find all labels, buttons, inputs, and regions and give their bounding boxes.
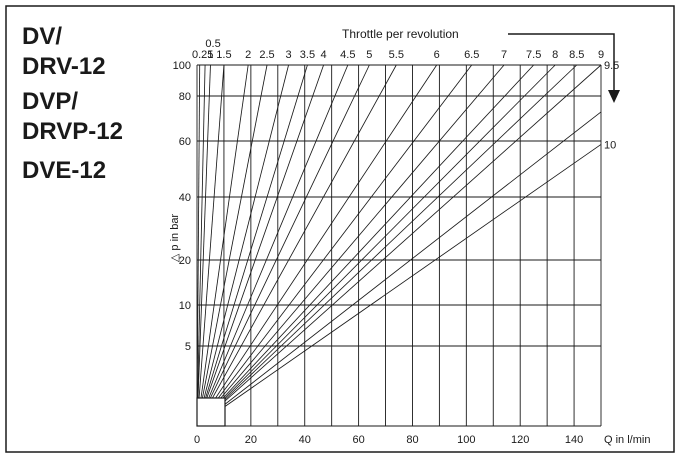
throttle-curve-3.5 xyxy=(196,64,308,427)
x-tick-label: 120 xyxy=(511,434,529,446)
model-label-dvp: DVP/ xyxy=(22,88,78,115)
curve-label: 1 xyxy=(207,49,213,61)
throttle-arrow-head xyxy=(608,90,620,103)
y-tick-label: 5 xyxy=(185,341,191,353)
model-label-drv12: DRV-12 xyxy=(22,53,106,80)
figure-frame xyxy=(5,5,675,453)
curve-label: 7.5 xyxy=(526,49,541,61)
throttle-curve-2 xyxy=(196,64,249,427)
throttle-curve-6 xyxy=(196,64,438,427)
x-tick-label: 60 xyxy=(352,434,364,446)
curve-label: 5.5 xyxy=(389,49,404,61)
x-tick-label: 40 xyxy=(299,434,311,446)
throttle-curve-10 xyxy=(196,144,602,427)
grid-lines xyxy=(196,64,602,427)
y-tick-label: 80 xyxy=(179,91,191,103)
throttle-curve-1 xyxy=(196,64,211,427)
curve-label: 1.5 xyxy=(216,49,231,61)
throttle-curve-8.5 xyxy=(196,64,578,427)
y-tick-label: 60 xyxy=(179,136,191,148)
curve-label: 8.5 xyxy=(569,49,584,61)
curve-label: 6.5 xyxy=(464,49,479,61)
throttle-curve-8 xyxy=(196,64,556,427)
y-axis-label: △ p in bar xyxy=(169,214,181,263)
x-tick-label: 20 xyxy=(245,434,257,446)
throttle-curve-6.5 xyxy=(196,64,473,427)
throttle-curve-4.5 xyxy=(196,64,349,427)
curve-label: 4.5 xyxy=(340,49,355,61)
throttle-curve-5.5 xyxy=(196,64,397,427)
x-tick-label: 0 xyxy=(194,434,200,446)
y-tick-label: 40 xyxy=(179,192,191,204)
x-tick-label: 80 xyxy=(406,434,418,446)
curve-label: 6 xyxy=(434,49,440,61)
throttle-curve-1.5 xyxy=(196,64,225,427)
model-label-drvp12: DRVP-12 xyxy=(22,118,123,145)
model-label-dv: DV/ xyxy=(22,23,62,50)
curve-label: 5 xyxy=(366,49,372,61)
origin-box xyxy=(196,397,226,427)
throttle-arrow-line xyxy=(508,33,615,92)
curve-label: 9 xyxy=(598,49,604,61)
x-tick-label: 140 xyxy=(565,434,583,446)
throttle-curve-3 xyxy=(196,64,289,427)
curve-label: 2 xyxy=(245,49,251,61)
throttle-curve-9 xyxy=(196,64,602,427)
curve-label: 0.25 xyxy=(192,49,213,61)
throttle-curve-2.5 xyxy=(196,64,268,427)
curve-label: 0.5 xyxy=(205,38,220,50)
tick-labels: 0 20 40 60 80 100 120 140510204060801000.250.51… xyxy=(173,38,620,446)
throttle-curve-5 xyxy=(196,64,370,427)
throttle-caption: Throttle per revolution xyxy=(342,27,459,41)
x-tick-label: 100 xyxy=(457,434,475,446)
throttle-curve-7 xyxy=(196,64,505,427)
curve-label: 2.5 xyxy=(259,49,274,61)
model-label-dve12: DVE-12 xyxy=(22,157,106,184)
y-tick-label: 20 xyxy=(179,255,191,267)
curve-label: 7 xyxy=(501,49,507,61)
curve-label: 8 xyxy=(552,49,558,61)
throttle-curve-9.5 xyxy=(196,111,602,427)
curve-label: 10 xyxy=(604,139,616,151)
throttle-curve-4 xyxy=(196,64,324,427)
throttle-curve-7.5 xyxy=(196,64,534,427)
curve-label: 3.5 xyxy=(300,49,315,61)
throttle-curve-0.25 xyxy=(196,64,201,427)
curve-label: 4 xyxy=(321,49,327,61)
throttle-curve-0.5 xyxy=(196,64,206,427)
y-tick-label: 10 xyxy=(179,300,191,312)
y-tick-label: 100 xyxy=(173,60,191,72)
curve-label: 9.5 xyxy=(604,60,619,72)
throttle-curves xyxy=(196,64,602,427)
x-axis-label: Q in l/min xyxy=(604,434,650,446)
curve-label: 3 xyxy=(286,49,292,61)
